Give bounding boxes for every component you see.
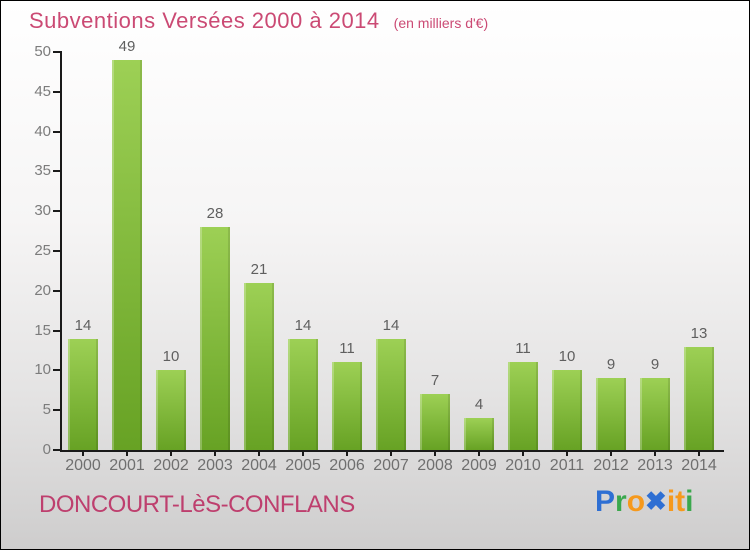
x-axis-label: 2010 <box>505 457 541 474</box>
x-tick <box>434 451 436 456</box>
proxiti-logo: Pro✖iti <box>595 485 694 519</box>
y-axis-line <box>60 51 62 452</box>
y-tick-label: 0 <box>42 441 51 458</box>
y-tick <box>53 449 60 451</box>
bar-2012 <box>596 378 626 450</box>
x-axis-label: 2008 <box>417 457 453 474</box>
logo-letter: i <box>685 485 694 518</box>
x-axis-label: 2002 <box>153 457 189 474</box>
x-tick <box>654 451 656 456</box>
logo-letter: i <box>666 485 676 518</box>
x-tick <box>698 451 700 456</box>
bar-value-label: 11 <box>515 340 531 357</box>
y-tick-label: 10 <box>34 361 51 379</box>
y-tick <box>53 210 60 213</box>
x-tick <box>302 451 304 456</box>
x-axis-label: 2009 <box>461 457 497 474</box>
y-tick <box>53 170 60 173</box>
bar-2014 <box>684 347 714 450</box>
y-tick <box>53 130 60 133</box>
bar-value-label: 13 <box>690 325 708 342</box>
x-tick <box>478 451 480 456</box>
bar-2011 <box>552 370 582 450</box>
bar-2007 <box>376 339 406 450</box>
bar-value-label: 9 <box>650 356 660 373</box>
bar-value-label: 11 <box>339 340 355 357</box>
x-tick <box>522 451 524 456</box>
bar-value-label: 21 <box>250 261 268 278</box>
logo-letter: r <box>615 485 627 518</box>
bar-2008 <box>420 394 450 450</box>
bar-2001 <box>112 60 142 450</box>
x-tick <box>214 451 216 456</box>
bar-2013 <box>640 378 670 450</box>
bar-value-label: 14 <box>382 317 400 334</box>
y-tick-label: 20 <box>34 281 51 299</box>
y-tick-label: 5 <box>42 401 51 419</box>
x-tick <box>82 451 84 456</box>
chart-title: Subventions Versées 2000 à 2014 <box>29 8 380 33</box>
logo-letter: P <box>595 485 616 518</box>
bar-2005 <box>288 339 318 450</box>
y-tick-label: 40 <box>34 122 51 140</box>
logo-letter: o <box>626 485 646 518</box>
x-axis-label: 2014 <box>681 457 717 474</box>
x-axis-label: 2001 <box>109 457 145 474</box>
y-tick <box>53 409 60 412</box>
bar-value-label: 14 <box>74 317 92 334</box>
bar-2002 <box>156 370 186 450</box>
bar-2004 <box>244 283 274 450</box>
x-axis-label: 2000 <box>65 457 101 474</box>
bar-2003 <box>200 227 230 450</box>
x-axis-label: 2003 <box>197 457 233 474</box>
y-tick <box>53 289 60 292</box>
x-tick <box>346 451 348 456</box>
bar-value-label: 7 <box>430 372 440 389</box>
bar-value-label: 9 <box>606 356 616 373</box>
chart-subtitle: (en milliers d'€) <box>393 15 489 31</box>
city-label: DONCOURT-LèS-CONFLANS <box>39 491 355 518</box>
y-tick <box>53 369 60 372</box>
x-axis-label: 2005 <box>285 457 321 474</box>
y-tick-label: 45 <box>34 82 51 100</box>
x-axis-label: 2006 <box>329 457 365 474</box>
x-axis-label: 2004 <box>241 457 277 474</box>
bar-value-label: 4 <box>474 396 484 413</box>
bar-value-label: 10 <box>558 348 576 365</box>
x-axis-line <box>60 450 724 452</box>
x-axis-label: 2007 <box>373 457 409 474</box>
bar-2009 <box>464 418 494 450</box>
x-axis-label: 2011 <box>549 457 585 474</box>
bar-2000 <box>68 339 98 450</box>
bar-value-label: 10 <box>162 348 180 365</box>
y-tick-label: 30 <box>34 202 51 220</box>
y-tick-label: 25 <box>34 242 51 259</box>
y-tick-label: 35 <box>34 162 51 180</box>
bar-2010 <box>508 362 538 450</box>
bar-value-label: 14 <box>294 317 312 334</box>
x-tick <box>258 451 260 456</box>
x-tick <box>170 451 172 456</box>
x-tick <box>126 451 128 456</box>
x-tick <box>610 451 612 456</box>
y-tick <box>53 51 60 53</box>
chart-header: Subventions Versées 2000 à 2014 (en milli… <box>29 8 488 34</box>
logo-letter: ✖ <box>645 486 667 516</box>
x-tick <box>390 451 392 456</box>
bar-value-label: 49 <box>118 38 136 55</box>
x-tick <box>566 451 568 456</box>
bar-value-label: 28 <box>206 205 224 222</box>
bar-2006 <box>332 362 362 450</box>
x-axis-label: 2012 <box>593 457 629 474</box>
y-tick-label: 50 <box>34 43 51 60</box>
y-tick <box>53 250 60 252</box>
x-axis-label: 2013 <box>637 457 673 474</box>
y-tick <box>53 90 60 93</box>
y-tick <box>53 329 60 332</box>
logo-letter: t <box>675 485 686 518</box>
y-tick-label: 15 <box>34 321 51 339</box>
